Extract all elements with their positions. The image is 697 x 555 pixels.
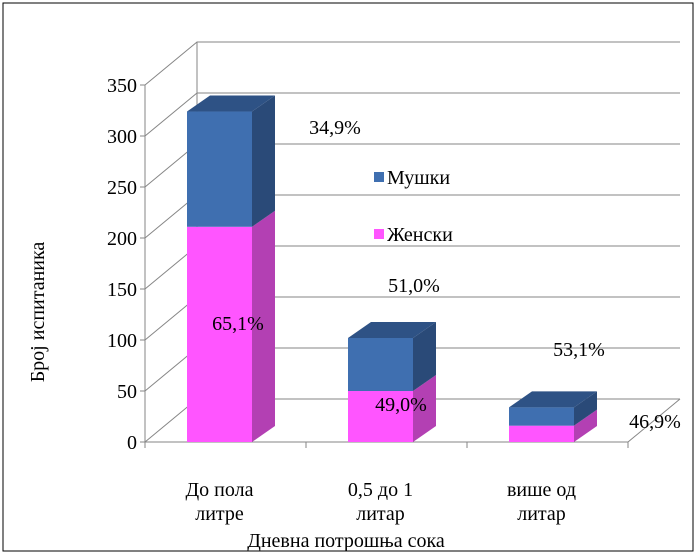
bar-stack bbox=[187, 95, 275, 442]
x-tick-label-line: 0,5 до 1 bbox=[348, 479, 413, 501]
bar-segment-side bbox=[413, 375, 436, 442]
x-tick-label: До пола литре bbox=[186, 479, 254, 525]
bar-segment-front bbox=[187, 226, 252, 442]
data-label: 49,0% bbox=[375, 394, 427, 416]
y-tick-label: 250 bbox=[107, 177, 137, 199]
legend-swatch bbox=[374, 172, 384, 182]
data-label: 53,1% bbox=[553, 339, 605, 361]
bar-segment-side bbox=[574, 409, 597, 442]
legend-label: Женски bbox=[387, 224, 453, 246]
gridline bbox=[144, 41, 680, 86]
bars bbox=[187, 95, 597, 442]
x-axis-label: Дневна потрошња сока bbox=[247, 530, 445, 552]
bar-segment-side bbox=[574, 391, 597, 426]
data-labels: 65,1% 34,9% 49,0% 51,0% 46,9% 53,1% bbox=[212, 117, 681, 433]
data-label: 51,0% bbox=[388, 275, 440, 297]
y-tick-labels: 0 50 100 150 200 250 300 350 bbox=[107, 75, 137, 454]
y-tick-label: 300 bbox=[107, 126, 137, 148]
bar-segment-side bbox=[252, 210, 275, 442]
bar-segment-top bbox=[509, 391, 597, 408]
bar-segment-front bbox=[509, 407, 574, 426]
y-tick-label: 350 bbox=[107, 75, 137, 97]
x-tick-label: 0,5 до 1 литар bbox=[348, 479, 413, 525]
x-tick-label-line: литар bbox=[517, 503, 566, 525]
legend-swatch bbox=[374, 229, 384, 239]
y-tick-label: 50 bbox=[117, 381, 137, 403]
bar-segment-top bbox=[348, 321, 436, 338]
bar-segment-front bbox=[348, 337, 413, 391]
x-tick-label: више од литар bbox=[507, 479, 576, 525]
bar-stack bbox=[509, 391, 597, 442]
bar-segment-side bbox=[252, 95, 275, 227]
bar-segment-front bbox=[348, 391, 413, 442]
data-label: 65,1% bbox=[212, 313, 264, 335]
bar-segment-front bbox=[187, 111, 252, 227]
bar-stack bbox=[348, 321, 436, 442]
y-tick-label: 200 bbox=[107, 228, 137, 250]
y-tick-label: 0 bbox=[127, 432, 137, 454]
bar-segment-side bbox=[413, 321, 436, 391]
legend: Мушки Женски bbox=[374, 167, 453, 246]
data-label: 34,9% bbox=[309, 117, 361, 139]
bar-segment-top bbox=[187, 95, 275, 112]
bar-segment-front bbox=[509, 425, 574, 442]
legend-label: Мушки bbox=[387, 167, 450, 189]
data-label: 46,9% bbox=[629, 411, 681, 433]
x-tick-label-line: литар bbox=[356, 503, 405, 525]
x-tick-label-line: више од bbox=[507, 479, 576, 501]
y-tick-label: 100 bbox=[107, 330, 137, 352]
y-tick-label: 150 bbox=[107, 279, 137, 301]
x-tick-label-line: литре bbox=[195, 503, 244, 525]
y-axis-label: Број испитаника bbox=[27, 242, 49, 383]
x-tick-label-line: До пола bbox=[186, 479, 254, 501]
